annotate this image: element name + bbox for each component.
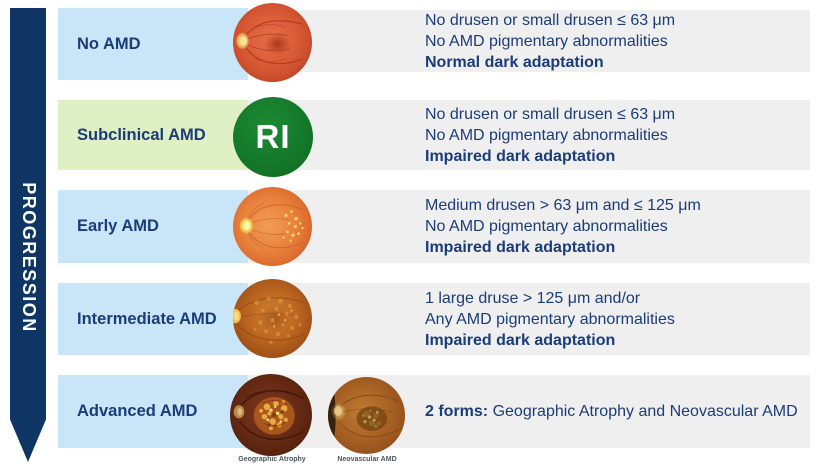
stage-label: Advanced AMD xyxy=(77,402,198,420)
stage-label: Subclinical AMD xyxy=(77,125,206,144)
criteria-line: Medium drusen > 63 μm and ≤ 125 μm xyxy=(425,197,701,214)
normal-fundus-image xyxy=(233,3,312,82)
criteria-line: 1 large druse > 125 μm and/or xyxy=(425,289,641,307)
early-amd-criteria-panel: Medium drusen > 63 μm and ≤ 125 μm No AM… xyxy=(248,190,810,263)
progression-arrow: PROGRESSION xyxy=(10,8,46,462)
intermediate-amd-label-bar: Intermediate AMD xyxy=(58,283,248,355)
row-early-amd: Early AMD Medium drusen > 63 μm and ≤ 12… xyxy=(0,190,819,263)
early-amd-fundus-image xyxy=(233,187,312,266)
no-amd-criteria-panel: No drusen or small drusen ≤ 63 μm No AMD… xyxy=(248,10,810,72)
row-no-amd: No AMD No drusen or small drusen ≤ 63 μm… xyxy=(0,8,819,80)
advanced-amd-label-bar: Advanced AMD xyxy=(58,375,248,448)
intermediate-amd-fundus-image xyxy=(233,279,312,358)
dark-adaptation-line: Impaired dark adaptation xyxy=(425,147,616,165)
stage-label: Early AMD xyxy=(77,217,159,235)
geographic-atrophy-fundus-image xyxy=(230,374,312,456)
criteria-line: No AMD pigmentary abnormalities xyxy=(425,32,668,50)
no-amd-label-bar: No AMD xyxy=(58,8,248,80)
row-subclinical-amd: Subclinical AMD No drusen or small druse… xyxy=(0,100,819,170)
dark-adaptation-line: Normal dark adaptation xyxy=(425,53,604,71)
rod-intercept-badge: RI xyxy=(233,97,313,177)
criteria-line: Any AMD pigmentary abnormalities xyxy=(425,310,675,328)
early-amd-label-bar: Early AMD xyxy=(58,190,248,263)
criteria-line: No AMD pigmentary abnormalities xyxy=(425,218,668,235)
caption-geographic-atrophy: Geographic Atrophy xyxy=(238,456,306,463)
criteria-line: No drusen or small drusen ≤ 63 μm xyxy=(425,11,676,29)
caption-neovascular-amd: Neovascular AMD xyxy=(337,456,397,463)
criteria-line: No AMD pigmentary abnormalities xyxy=(425,126,668,144)
stage-label: No AMD xyxy=(77,34,141,53)
criteria-line: No drusen or small drusen ≤ 63 μm xyxy=(425,105,676,123)
subclinical-amd-criteria-panel: No drusen or small drusen ≤ 63 μm No AMD… xyxy=(248,100,810,170)
row-intermediate-amd: Intermediate AMD 1 large druse > 125 μm … xyxy=(0,283,819,355)
stage-label: Intermediate AMD xyxy=(77,309,217,328)
dark-adaptation-line: Impaired dark adaptation xyxy=(425,331,616,349)
rod-intercept-label: RI xyxy=(255,118,291,155)
subclinical-amd-label-bar: Subclinical AMD xyxy=(58,100,248,170)
forms-rest: Geographic Atrophy and Neovascular AMD xyxy=(492,403,798,420)
forms-line: 2 forms: Geographic Atrophy and Neovascu… xyxy=(425,401,810,422)
dark-adaptation-line: Impaired dark adaptation xyxy=(425,239,616,256)
forms-prefix: 2 forms: xyxy=(425,403,489,420)
row-advanced-amd: Advanced AMD 2 forms: Geographic Atrophy… xyxy=(0,375,819,448)
intermediate-amd-criteria-panel: 1 large druse > 125 μm and/or Any AMD pi… xyxy=(248,283,810,355)
neovascular-amd-fundus-image xyxy=(328,377,405,454)
